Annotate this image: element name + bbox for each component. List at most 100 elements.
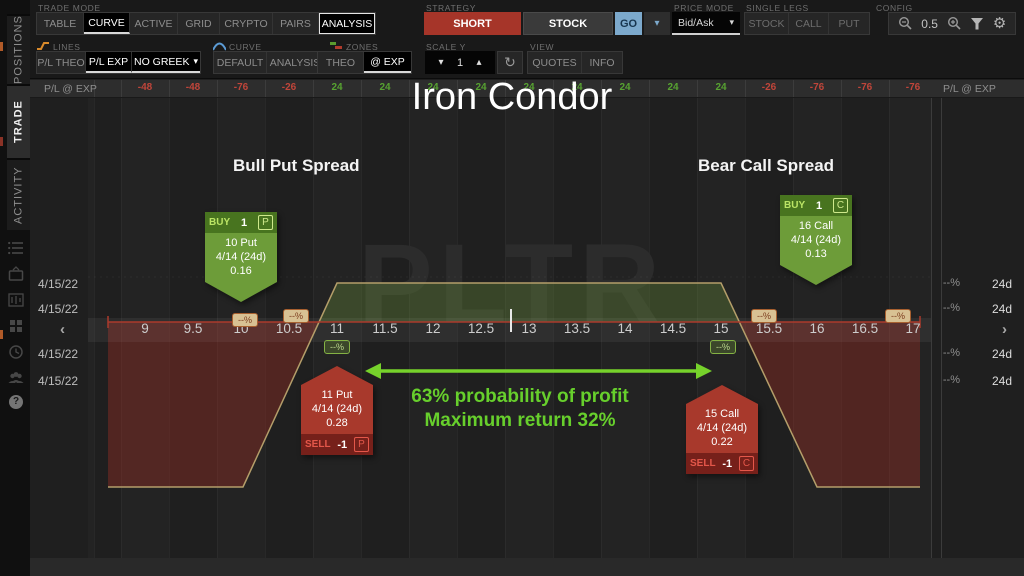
- pl-theo-button[interactable]: P/L THEO: [37, 52, 86, 73]
- price-mode-dropdown[interactable]: Bid/Ask ▾: [672, 12, 740, 35]
- community-icon[interactable]: [8, 370, 24, 386]
- gear-icon[interactable]: ⚙: [992, 15, 1007, 32]
- leg-strike: 16 Call: [798, 220, 834, 232]
- top-toolbar: TRADE MODE TABLE CURVE ACTIVE GRID CRYPT…: [0, 0, 1024, 79]
- days-to-expiration: 24d: [991, 277, 1012, 291]
- greek-dropdown[interactable]: NO GREEK ▾: [132, 52, 200, 73]
- tab-table[interactable]: TABLE: [37, 13, 84, 34]
- x-tick-label: 11: [329, 321, 344, 336]
- leg-expiry: 4/14 (24d): [696, 422, 748, 434]
- days-to-expiration: 24d: [991, 374, 1012, 388]
- max-return-note: Maximum return 32%: [424, 410, 616, 431]
- badge-pointer: [686, 385, 758, 404]
- leg-strike: 10 Put: [225, 237, 257, 249]
- left-sidebar: POSITIONS TRADE ACTIVITY ?: [0, 0, 30, 576]
- zoom-in-icon[interactable]: [947, 16, 962, 31]
- curve-default-button[interactable]: DEFAULT: [214, 52, 267, 73]
- chart-grid-icon[interactable]: [8, 292, 24, 308]
- zones-at-exp-button[interactable]: @ EXP: [364, 52, 411, 73]
- strategy-chevron-down-icon[interactable]: ▾: [644, 12, 670, 35]
- tab-pairs[interactable]: PAIRS: [273, 13, 319, 34]
- tab-curve[interactable]: CURVE: [84, 13, 130, 34]
- badge-pointer: [301, 366, 373, 385]
- row-percent-value: --%: [942, 302, 960, 314]
- single-leg-put-button[interactable]: PUT: [838, 17, 860, 30]
- x-tick-label: 9.5: [183, 321, 203, 336]
- tv-icon[interactable]: [8, 266, 24, 282]
- profit-zone: [319, 283, 739, 322]
- help-icon[interactable]: ?: [9, 395, 23, 409]
- strategy-title: Iron Condor: [411, 76, 613, 118]
- history-icon[interactable]: [8, 344, 24, 360]
- scroll-right-chevron-icon[interactable]: ›: [1002, 321, 1007, 338]
- refresh-icon[interactable]: ↻: [497, 51, 523, 74]
- dashboard-icon[interactable]: [8, 318, 24, 334]
- list-icon[interactable]: [8, 240, 24, 256]
- put-type-icon: P: [258, 215, 273, 230]
- single-legs-group: STOCK CALL PUT: [744, 12, 870, 35]
- edge-marker: [0, 330, 3, 339]
- curve-analysis-button[interactable]: ANALYSIS: [269, 56, 321, 69]
- chart-grid-background: [88, 97, 931, 558]
- chart-zoom-value[interactable]: 0.5: [921, 16, 938, 31]
- tab-analysis[interactable]: ANALYSIS: [319, 13, 375, 34]
- scale-y-up-chevron-icon[interactable]: ▴: [476, 57, 482, 68]
- panel-divider: [931, 80, 932, 558]
- zones-theo-button[interactable]: THEO: [318, 52, 364, 73]
- scale-y-stepper: ▾ 1 ▴: [425, 51, 495, 74]
- x-tick-label: 12: [425, 321, 441, 336]
- probability-badge: --%: [885, 309, 911, 323]
- x-tick-label: 11.5: [372, 321, 398, 336]
- leg-badge-sell-15-call[interactable]: 15 Call 4/14 (24d) 0.22 SELL -1 C: [686, 385, 758, 474]
- tab-crypto[interactable]: CRYPTO: [220, 13, 273, 34]
- leg-side: BUY: [784, 200, 806, 211]
- strategy-type-field[interactable]: STOCK: [523, 12, 613, 35]
- pl-value: 24: [379, 82, 391, 93]
- x-tick-label: 14: [617, 321, 633, 336]
- pl-values-row: -48 -48 -76 -26 24 24 24 24 24 24 24 24 24 -26 -76 -76 -…: [0, 80, 1024, 97]
- sidebar-tab-positions[interactable]: POSITIONS: [7, 14, 30, 84]
- leg-badge-buy-10-put[interactable]: BUY 1 P 10 Put 4/14 (24d) 0.16: [205, 212, 277, 302]
- zoom-out-icon[interactable]: [898, 16, 913, 31]
- scroll-left-chevron-icon[interactable]: ‹: [60, 321, 65, 338]
- leg-badge-buy-16-call[interactable]: BUY 1 C 16 Call 4/14 (24d) 0.13: [780, 195, 852, 285]
- short-button[interactable]: SHORT: [424, 12, 521, 35]
- leg-footer: SELL -1 P: [301, 434, 373, 455]
- leg-side: SELL: [305, 439, 331, 450]
- payoff-line: [108, 282, 920, 488]
- pl-value: 24: [475, 82, 487, 93]
- pl-value: 24: [619, 82, 631, 93]
- badge-pointer: [780, 265, 852, 285]
- loss-zone-left: [108, 322, 319, 487]
- pl-value: -76: [905, 82, 921, 93]
- config-group: 0.5 ⚙: [888, 12, 1016, 35]
- go-button[interactable]: GO: [615, 12, 642, 35]
- x-tick-label: 10.5: [275, 321, 303, 336]
- filter-funnel-icon[interactable]: [970, 17, 984, 31]
- leg-body: 16 Call 4/14 (24d) 0.13: [780, 216, 852, 265]
- tab-grid[interactable]: GRID: [178, 13, 220, 34]
- trade-mode-label: TRADE MODE: [38, 3, 101, 13]
- lines-icon: [37, 42, 49, 50]
- scale-y-down-chevron-icon[interactable]: ▾: [438, 57, 444, 68]
- sidebar-tab-activity[interactable]: ACTIVITY: [7, 158, 30, 230]
- leg-badge-sell-11-put[interactable]: 11 Put 4/14 (24d) 0.28 SELL -1 P: [301, 366, 373, 455]
- leg-header: BUY 1 P: [205, 212, 277, 233]
- tab-active[interactable]: ACTIVE: [130, 13, 178, 34]
- trade-mode-tabs: TABLE CURVE ACTIVE GRID CRYPTO PAIRS ANA…: [36, 12, 376, 35]
- pl-value: -76: [809, 82, 825, 93]
- x-tick-label: 15.5: [755, 321, 783, 336]
- view-info-button[interactable]: INFO: [589, 56, 615, 69]
- leg-qty: 1: [241, 216, 248, 229]
- view-quotes-button[interactable]: QUOTES: [528, 52, 582, 73]
- pl-exp-button[interactable]: P/L EXP: [86, 52, 132, 73]
- sidebar-tab-trade[interactable]: TRADE: [7, 84, 30, 158]
- single-leg-call-button[interactable]: CALL: [789, 13, 829, 34]
- x-tick-label: 15: [713, 321, 729, 336]
- row-percent-value: --%: [942, 277, 960, 289]
- single-leg-stock-button[interactable]: STOCK: [745, 13, 789, 34]
- pl-value: 24: [571, 82, 583, 93]
- bottom-scroll-strip[interactable]: [30, 558, 1024, 576]
- price-mode-label: PRICE MODE: [674, 3, 734, 13]
